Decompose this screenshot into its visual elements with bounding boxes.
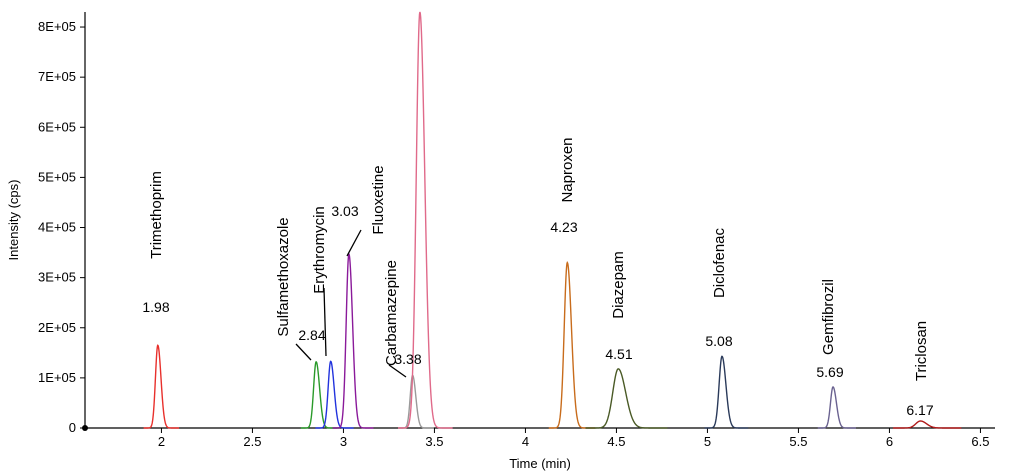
retention-time-label-gemfibrozil: 5.69 <box>816 364 843 380</box>
peak-labels: Trimethoprim 1.98 Sulfamethoxazole 2.84 Eryt… <box>142 137 933 418</box>
x-axis-title: Time (min) <box>509 456 571 471</box>
compound-label-erythromycin: Erythromycin <box>311 206 328 294</box>
compound-label-triclosan: Triclosan <box>913 321 930 381</box>
compound-label-naproxen: Naproxen <box>559 137 576 202</box>
peak-triclosan <box>893 420 962 429</box>
compound-label-trimethoprim: Trimethoprim <box>148 171 165 259</box>
x-tick-label: 6 <box>886 434 893 449</box>
peak-erythromycin <box>315 360 354 429</box>
peak-naproxen <box>548 261 596 429</box>
x-tick-label: 5.5 <box>789 434 807 449</box>
retention-time-label-naproxen: 4.23 <box>550 219 577 235</box>
x-tick-label: 6.5 <box>971 434 989 449</box>
y-tick-label: 8E+05 <box>38 19 76 34</box>
retention-time-label-triclosan: 6.17 <box>906 402 933 418</box>
retention-time-label-diazepam: 4.51 <box>605 346 632 362</box>
x-tick-label: 5 <box>704 434 711 449</box>
peak-diclofenac <box>704 355 749 429</box>
leader-line-carbamazepine <box>388 364 407 378</box>
y-tick-label: 7E+05 <box>38 69 76 84</box>
compound-label-diazepam: Diazepam <box>610 251 627 319</box>
x-tick-label: 2 <box>158 434 165 449</box>
x-tick-label: 2.5 <box>243 434 261 449</box>
retention-time-label-trimethoprim: 1.98 <box>142 299 169 315</box>
peak-trimethoprim <box>143 344 180 429</box>
leader-line-erythromycin <box>323 287 327 357</box>
leader-line-fluoxetine <box>346 229 362 257</box>
leader-line-sulfamethoxazole <box>295 343 312 361</box>
compound-label-diclofenac: Diclofenac <box>711 227 728 298</box>
peak-unlabeled <box>398 11 453 429</box>
compound-label-gemfibrozil: Gemfibrozil <box>820 279 837 355</box>
y-tick-label: 3E+05 <box>38 270 76 285</box>
peak-gemfibrozil <box>817 386 856 429</box>
retention-time-label-carbamazepine: 3.38 <box>394 351 421 367</box>
x-tick-label: 3.5 <box>425 434 443 449</box>
x-tick-label: 3 <box>340 434 347 449</box>
compound-label-fluoxetine: Fluoxetine <box>370 165 387 234</box>
retention-time-label-fluoxetine: 3.03 <box>331 203 358 219</box>
peak-diazepam <box>585 368 668 429</box>
retention-time-label-diclofenac: 5.08 <box>705 333 732 349</box>
y-tick-label: 2E+05 <box>38 320 76 335</box>
x-tick-label: 4.5 <box>607 434 625 449</box>
peak-fluoxetine <box>332 252 374 429</box>
peak-carbamazepine <box>398 374 434 429</box>
x-tick-label: 4 <box>522 434 529 449</box>
y-tick-label: 6E+05 <box>38 119 76 134</box>
y-axis-title: Intensity (cps) <box>6 180 21 261</box>
y-tick-label: 1E+05 <box>38 370 76 385</box>
retention-time-label-sulfamethoxazole: 2.84 <box>298 327 325 343</box>
compound-label-sulfamethoxazole: Sulfamethoxazole <box>275 217 292 336</box>
y-tick-label: 4E+05 <box>38 220 76 235</box>
y-tick-label: 0 <box>69 420 76 435</box>
peak-traces <box>143 11 962 429</box>
compound-label-carbamazepine: Carbamazepine <box>383 260 400 366</box>
y-tick-label: 5E+05 <box>38 169 76 184</box>
axes: 2 2.5 3 3.5 4 4.5 5 5.5 6 6.5 0 1E+05 2E+05 3E+05 4E+0… <box>38 12 995 449</box>
